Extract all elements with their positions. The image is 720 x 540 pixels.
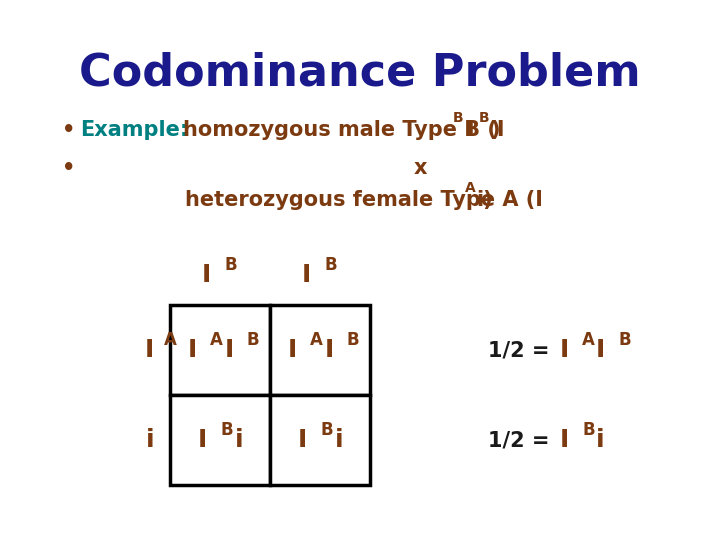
Text: 1/2 =: 1/2 = [488, 430, 557, 450]
Text: I: I [188, 338, 197, 362]
Text: I: I [560, 338, 570, 362]
Text: 1/2 =: 1/2 = [488, 340, 557, 360]
Bar [170, 395, 270, 485]
Text: B: B [582, 421, 595, 439]
Text: B: B [324, 256, 337, 274]
Text: x: x [413, 158, 427, 178]
Text: B: B [224, 256, 237, 274]
Text: I: I [145, 338, 154, 362]
Text: •: • [62, 158, 76, 178]
Text: B: B [453, 111, 464, 125]
Text: A: A [465, 181, 476, 195]
Text: homozygous male Type B (I: homozygous male Type B (I [183, 120, 505, 140]
Text: I: I [466, 120, 474, 140]
Text: A: A [582, 331, 595, 349]
Text: Example:: Example: [80, 120, 188, 140]
Text: A: A [210, 331, 223, 349]
Text: I: I [202, 263, 211, 287]
Text: ): ) [490, 120, 500, 140]
Text: I: I [198, 428, 207, 452]
Text: i: i [235, 428, 243, 452]
Text: I: I [560, 428, 570, 452]
Text: I: I [302, 263, 311, 287]
Text: •: • [62, 120, 76, 140]
Text: B: B [247, 331, 260, 349]
Text: B: B [347, 331, 359, 349]
Text: i: i [335, 428, 343, 452]
Text: B: B [320, 421, 333, 439]
Text: I: I [288, 338, 297, 362]
Text: B: B [618, 331, 631, 349]
Text: heterozygous female Type A (I: heterozygous female Type A (I [185, 190, 543, 210]
Text: i: i [596, 428, 605, 452]
Bar [270, 305, 370, 395]
Text: I: I [325, 338, 334, 362]
Text: A: A [164, 331, 177, 349]
Text: I: I [298, 428, 307, 452]
Text: A: A [310, 331, 323, 349]
Text: I: I [596, 338, 606, 362]
Text: B: B [479, 111, 490, 125]
Bar [170, 305, 270, 395]
Text: B: B [220, 421, 233, 439]
Bar [270, 395, 370, 485]
Text: I: I [225, 338, 234, 362]
Text: Codominance Problem: Codominance Problem [79, 52, 641, 95]
Text: i): i) [476, 190, 492, 210]
Text: i: i [145, 428, 154, 452]
